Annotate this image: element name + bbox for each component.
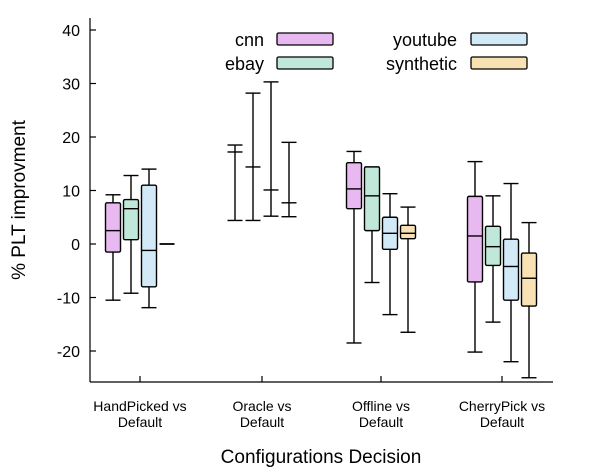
legend-label: cnn xyxy=(235,30,264,50)
box-synthetic xyxy=(281,141,297,218)
box-cnn xyxy=(466,160,484,353)
legend-item-ebay: ebay xyxy=(225,54,334,74)
box-cnn xyxy=(227,144,243,222)
y-tick-label: -20 xyxy=(57,344,80,361)
y-tick-label: -10 xyxy=(57,291,80,308)
box-cnn xyxy=(345,150,363,344)
y-axis-title: % PLT improvment xyxy=(9,119,30,280)
box-youtube xyxy=(381,193,399,316)
x-axis-title: Configurations Decision xyxy=(221,447,422,468)
category-label: Offline vs xyxy=(352,398,410,414)
legend-item-youtube: youtube xyxy=(393,30,528,50)
y-tick-label: 0 xyxy=(71,237,80,254)
box-iqr xyxy=(466,195,484,283)
category-label: HandPicked vs xyxy=(93,398,186,414)
box-ebay xyxy=(122,174,140,294)
category-label: CherryPick vs xyxy=(459,398,545,414)
box-synthetic xyxy=(399,206,417,333)
box-series xyxy=(104,81,538,379)
box-iqr xyxy=(520,252,538,307)
box-iqr xyxy=(399,224,417,240)
legend-label: youtube xyxy=(393,30,457,50)
box-youtube xyxy=(140,168,158,309)
box-youtube xyxy=(263,81,279,217)
box-iqr xyxy=(484,225,502,267)
y-tick-label: 10 xyxy=(62,184,80,201)
category-label: Default xyxy=(240,414,284,430)
box-iqr xyxy=(345,161,363,210)
legend-item-synthetic: synthetic xyxy=(386,54,528,74)
legend-item-cnn: cnn xyxy=(235,30,334,50)
legend-swatch xyxy=(470,32,528,46)
box-synthetic xyxy=(520,221,538,379)
box-youtube xyxy=(502,182,520,363)
box-ebay xyxy=(484,195,502,323)
legend-swatch xyxy=(470,56,528,70)
legend-swatch xyxy=(276,56,334,70)
box-iqr xyxy=(104,202,122,253)
box-iqr xyxy=(140,184,158,288)
legend-label: synthetic xyxy=(386,54,457,74)
box-iqr xyxy=(122,198,140,241)
category-label: Oracle vs xyxy=(232,398,291,414)
legend-swatch xyxy=(276,32,334,46)
box-iqr xyxy=(502,238,520,301)
box-ebay xyxy=(363,166,381,284)
category-label: Default xyxy=(480,414,524,430)
box-iqr xyxy=(363,166,381,232)
y-tick-label: 30 xyxy=(62,77,80,94)
legend-label: ebay xyxy=(225,54,264,74)
box-ebay xyxy=(245,92,261,222)
box-cnn xyxy=(104,194,122,301)
legend: cnn ebay youtube synthetic xyxy=(225,30,528,74)
y-tick-label: 40 xyxy=(62,23,80,40)
category-label: Default xyxy=(359,414,403,430)
category-label: Default xyxy=(118,414,162,430)
y-tick-label: 20 xyxy=(62,130,80,147)
